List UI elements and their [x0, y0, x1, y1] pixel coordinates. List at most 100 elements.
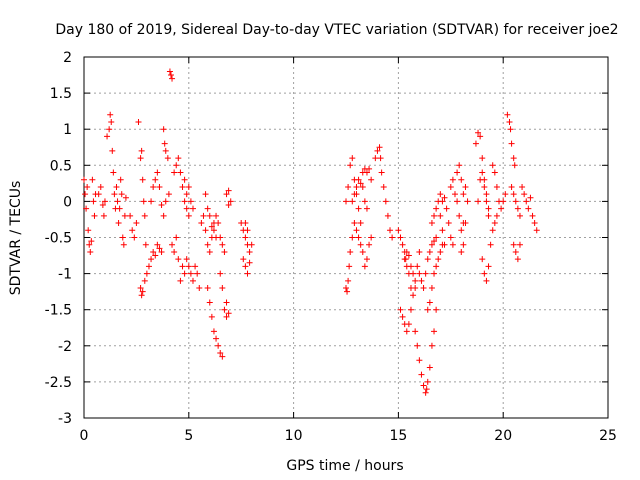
data-point: [439, 198, 446, 205]
data-point: [215, 342, 222, 349]
data-point: [502, 191, 509, 198]
data-point: [353, 227, 360, 234]
data-point: [477, 133, 484, 140]
data-point: [361, 263, 368, 270]
data-point: [481, 183, 488, 190]
data-point: [139, 176, 146, 183]
data-point: [428, 285, 435, 292]
data-point: [510, 191, 517, 198]
data-point: [412, 285, 419, 292]
data-point: [110, 169, 117, 176]
data-point: [189, 205, 196, 212]
data-point: [194, 270, 201, 277]
data-point: [491, 169, 498, 176]
data-point: [445, 220, 452, 227]
data-point: [104, 133, 111, 140]
data-point: [169, 75, 176, 82]
data-point: [221, 306, 228, 313]
data-point: [433, 306, 440, 313]
data-point: [160, 212, 167, 219]
data-point: [156, 245, 163, 252]
data-point: [138, 292, 145, 299]
data-point: [368, 176, 375, 183]
data-point: [187, 198, 194, 205]
data-point: [485, 263, 492, 270]
data-point: [171, 248, 178, 255]
data-point: [227, 198, 234, 205]
data-point: [366, 165, 373, 172]
data-point: [137, 155, 144, 162]
y-tick-label: -1: [58, 267, 72, 283]
data-point: [141, 212, 148, 219]
data-point: [173, 234, 180, 241]
data-point: [460, 191, 467, 198]
data-point: [111, 191, 118, 198]
data-point: [208, 223, 215, 230]
data-point: [202, 227, 209, 234]
data-point: [206, 299, 213, 306]
data-point: [357, 180, 364, 187]
data-point: [150, 183, 157, 190]
data-point: [399, 241, 406, 248]
x-tick-label: 10: [285, 428, 303, 444]
data-point: [117, 176, 124, 183]
y-tick-label: 0.5: [50, 158, 72, 174]
data-point: [422, 389, 429, 396]
data-point: [158, 202, 165, 209]
data-point: [109, 147, 116, 154]
data-point: [213, 335, 220, 342]
data-point: [491, 220, 498, 227]
data-point: [426, 299, 433, 306]
data-point: [244, 227, 251, 234]
data-point: [183, 205, 190, 212]
data-point: [141, 277, 148, 284]
data-point: [127, 212, 134, 219]
data-point: [183, 256, 190, 263]
data-point: [355, 176, 362, 183]
data-point: [380, 183, 387, 190]
data-point: [204, 285, 211, 292]
data-point: [198, 220, 205, 227]
data-point: [81, 176, 87, 183]
data-point: [349, 198, 356, 205]
data-point: [387, 227, 394, 234]
data-point: [458, 176, 465, 183]
data-point: [158, 248, 165, 255]
data-point: [428, 220, 435, 227]
data-point: [510, 155, 517, 162]
data-point: [86, 241, 93, 248]
y-tick-label: -1.5: [45, 303, 72, 319]
data-point: [357, 220, 364, 227]
data-point: [525, 205, 532, 212]
data-point: [225, 310, 232, 317]
data-point: [200, 212, 207, 219]
data-points-layer: [81, 68, 540, 396]
data-point: [451, 191, 458, 198]
data-point: [493, 183, 500, 190]
x-tick-label: 25: [599, 428, 617, 444]
data-point: [410, 270, 417, 277]
data-point: [475, 129, 482, 136]
data-point: [431, 270, 438, 277]
data-point: [403, 248, 410, 255]
data-point: [414, 342, 421, 349]
data-point: [403, 328, 410, 335]
data-point: [412, 328, 419, 335]
data-point: [485, 205, 492, 212]
data-point: [114, 198, 121, 205]
data-point: [405, 321, 412, 328]
y-tick-label: -3: [58, 411, 72, 427]
data-point: [177, 169, 184, 176]
data-point: [210, 227, 217, 234]
data-point: [407, 263, 414, 270]
data-point: [416, 248, 423, 255]
data-point: [208, 313, 215, 320]
data-point: [90, 198, 97, 205]
data-point: [384, 212, 391, 219]
data-point: [148, 256, 155, 263]
data-point: [424, 256, 431, 263]
data-point: [217, 234, 224, 241]
data-point: [479, 169, 486, 176]
data-point: [138, 147, 145, 154]
